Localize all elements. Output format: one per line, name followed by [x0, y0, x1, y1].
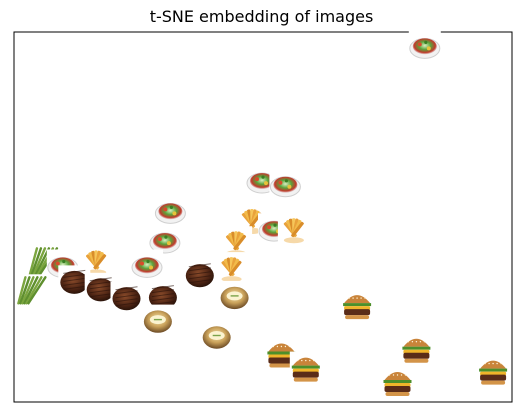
point-steak-thumbnail [110, 281, 143, 314]
point-burger-thumbnail [341, 289, 374, 322]
point-burger-thumbnail [400, 332, 433, 365]
point-salad-thumbnail [131, 249, 163, 282]
point-asparagus-thumbnail [15, 274, 48, 307]
point-burger-thumbnail [477, 354, 510, 387]
point-potato-thumbnail [200, 320, 233, 353]
point-fries-thumbnail [277, 213, 310, 246]
point-fries-thumbnail [215, 252, 248, 285]
point-salad-thumbnail [408, 30, 441, 63]
point-steak-thumbnail [183, 258, 216, 291]
chart-title: t-SNE embedding of images [149, 7, 374, 26]
point-burger-thumbnail [381, 366, 414, 398]
point-potato-thumbnail [218, 280, 251, 313]
point-salad-thumbnail [269, 168, 302, 201]
point-salad-thumbnail [154, 195, 187, 228]
marks-layer [15, 30, 510, 398]
point-potato-thumbnail [141, 304, 174, 337]
point-burger-thumbnail [289, 351, 322, 384]
